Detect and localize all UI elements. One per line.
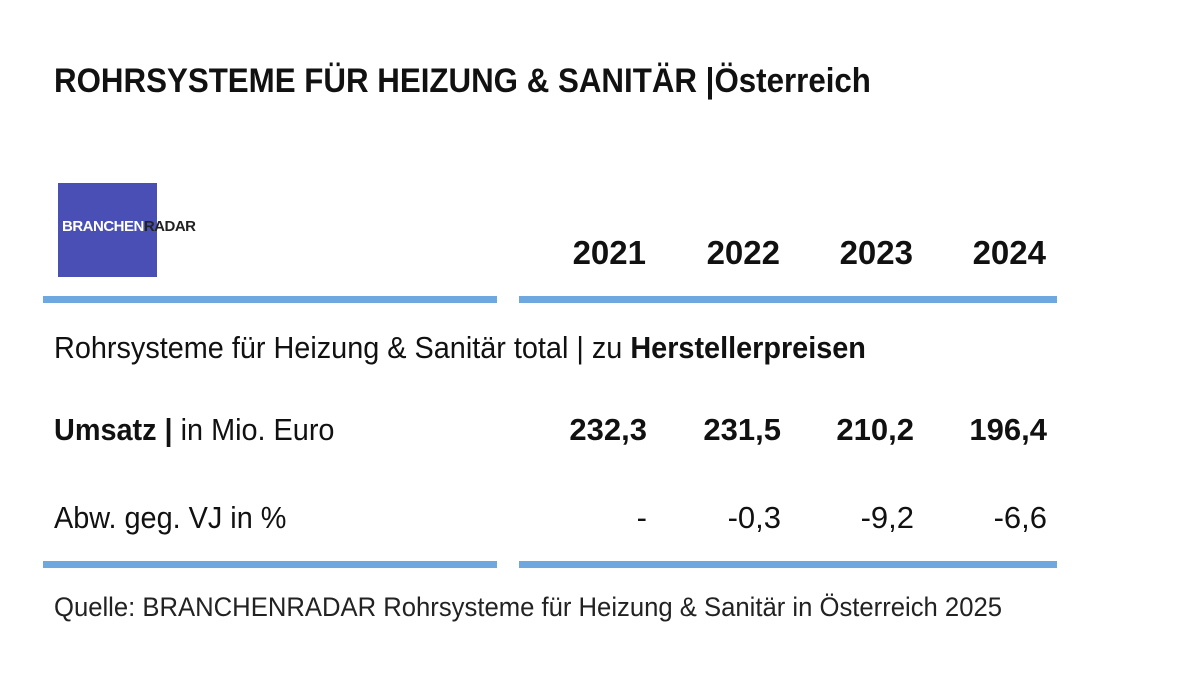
logo-text: BRANCHENRADAR <box>62 218 196 235</box>
logo-text-part2: RADAR <box>143 218 196 235</box>
column-header-2022: 2022 <box>706 234 780 271</box>
row-label-umsatz: Umsatz | in Mio. Euro <box>54 412 334 448</box>
rule-top-left <box>43 296 497 303</box>
cell-abw-2022: -0,3 <box>727 500 781 535</box>
row-label-abweichung: Abw. geg. VJ in % <box>54 500 287 535</box>
rule-top-right <box>519 296 1057 303</box>
cell-abw-2021: - <box>636 500 647 535</box>
cell-abw-2023: -9,2 <box>860 500 914 535</box>
row-label-umsatz-bold: Umsatz | <box>54 412 173 447</box>
cell-umsatz-2024: 196,4 <box>969 412 1047 447</box>
rule-bottom-right <box>519 561 1057 568</box>
cell-umsatz-2021: 232,3 <box>569 412 647 447</box>
rule-bottom-left <box>43 561 497 568</box>
subtitle-bold: Herstellerpreisen <box>630 330 866 365</box>
logo-text-part1: BRANCHEN <box>62 218 144 235</box>
subtitle-text: Rohrsysteme für Heizung & Sanitär total … <box>54 330 631 365</box>
cell-umsatz-2022: 231,5 <box>703 412 781 447</box>
column-header-2023: 2023 <box>839 234 913 271</box>
row-label-umsatz-rest: in Mio. Euro <box>172 412 335 447</box>
branchenradar-logo <box>58 183 157 277</box>
column-header-2021: 2021 <box>572 234 646 271</box>
page-title: ROHRSYSTEME FÜR HEIZUNG & SANITÄR |Öster… <box>54 62 871 100</box>
source-note: Quelle: BRANCHENRADAR Rohrsysteme für He… <box>54 592 1002 622</box>
table-subtitle: Rohrsysteme für Heizung & Sanitär total … <box>54 330 866 366</box>
column-header-2024: 2024 <box>972 234 1046 271</box>
cell-abw-2024: -6,6 <box>993 500 1047 535</box>
cell-umsatz-2023: 210,2 <box>836 412 914 447</box>
